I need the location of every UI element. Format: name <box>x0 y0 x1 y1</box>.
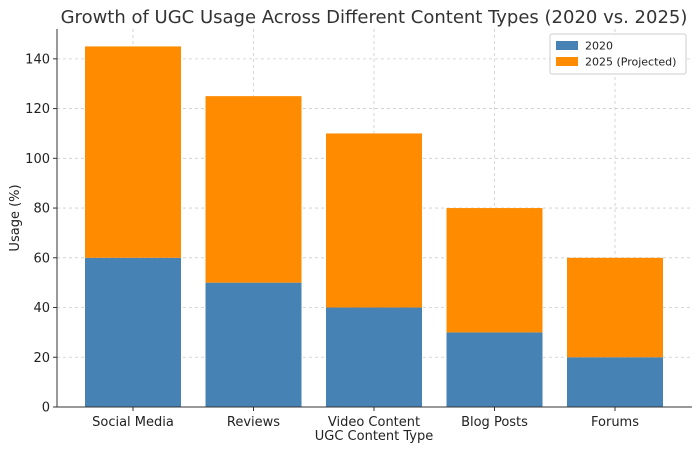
bar-series2-forums <box>567 257 663 358</box>
x-tick-label: Reviews <box>227 415 280 430</box>
x-tick-label: Blog Posts <box>461 415 528 430</box>
x-tick-label: Social Media <box>92 415 174 430</box>
x-tick-label: Video Content <box>328 415 420 430</box>
y-axis-ticks: 0 20 40 60 80 100 120 140 <box>25 52 57 416</box>
x-axis-label: UGC Content Type <box>315 429 434 444</box>
y-axis-label: Usage (%) <box>8 184 23 251</box>
bar-series2-blog-posts <box>446 208 543 333</box>
bar-series2-social-media <box>85 46 181 258</box>
bar-series1-video-content <box>326 307 422 407</box>
y-tick-label: 0 <box>42 401 50 416</box>
bar-series2-reviews <box>205 96 302 283</box>
bar-series1-forums <box>567 357 663 407</box>
legend-label: 2025 (Projected) <box>585 56 676 69</box>
legend-swatch <box>556 57 578 66</box>
legend: 2020 2025 (Projected) <box>549 33 687 75</box>
y-tick-label: 140 <box>25 52 50 67</box>
legend-label: 2020 <box>585 40 613 53</box>
y-tick-label: 80 <box>33 202 50 217</box>
bar-series2-video-content <box>326 133 422 308</box>
y-tick-label: 60 <box>33 251 50 266</box>
y-tick-label: 40 <box>33 301 50 316</box>
y-tick-label: 20 <box>33 351 50 366</box>
y-tick-label: 120 <box>25 102 50 117</box>
legend-box <box>549 33 687 75</box>
bars <box>85 46 663 407</box>
bar-series1-reviews <box>205 282 302 407</box>
x-axis-ticks: Social Media Reviews Video Content Blog Pos… <box>92 407 639 430</box>
bar-series1-social-media <box>85 257 181 407</box>
y-tick-label: 100 <box>25 152 50 167</box>
x-tick-label: Forums <box>591 415 639 430</box>
legend-swatch <box>556 41 578 50</box>
chart-title: Growth of UGC Usage Across Different Con… <box>61 7 688 28</box>
bar-series1-blog-posts <box>446 332 543 407</box>
